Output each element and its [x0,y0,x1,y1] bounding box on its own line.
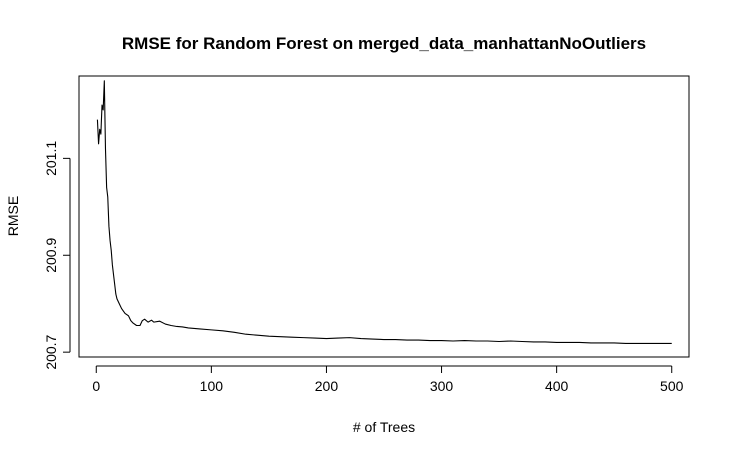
x-tick-label: 500 [660,378,684,394]
chart-title: RMSE for Random Forest on merged_data_ma… [122,34,646,53]
x-axis: 0 100 200 300 400 500 [92,365,684,394]
plot-frame [78,75,690,358]
x-tick-label: 100 [200,378,224,394]
rmse-series-line [96,80,672,344]
x-axis-label: # of Trees [353,419,415,435]
x-tick-label: 300 [430,378,454,394]
y-tick-label: 200.7 [43,334,59,369]
x-tick-label: 0 [92,378,100,394]
y-axis: 200.7 200.9 201.1 [43,141,71,370]
y-tick-label: 200.9 [43,238,59,273]
y-axis-label: RMSE [5,196,21,236]
x-tick-label: 400 [545,378,569,394]
x-tick-label: 200 [315,378,339,394]
y-tick-label: 201.1 [43,141,59,176]
